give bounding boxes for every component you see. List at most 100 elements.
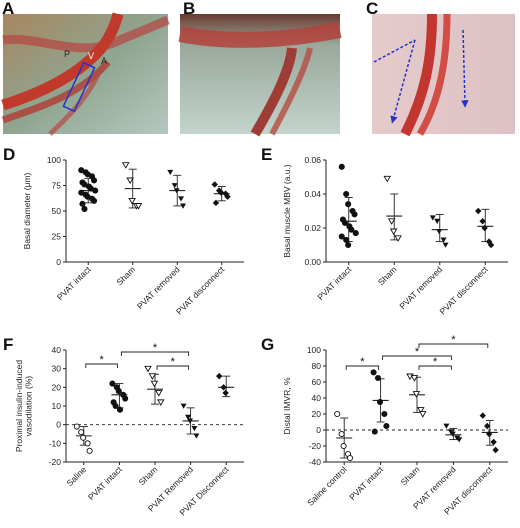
significance-star: *: [171, 356, 176, 368]
data-point: [487, 241, 495, 249]
data-point: [178, 196, 185, 202]
data-point: [128, 197, 136, 205]
data-point: [109, 380, 116, 387]
data-point: [180, 203, 187, 209]
data-point: [387, 218, 396, 225]
y-tick-label: -20: [49, 457, 62, 467]
data-point: [410, 375, 419, 382]
y-tick-label: 25: [52, 232, 62, 242]
data-point: [217, 189, 225, 196]
y-tick-label: 30: [52, 364, 62, 374]
data-point: [490, 438, 497, 446]
data-point: [112, 402, 119, 410]
x-tick-label: Sham: [376, 264, 399, 287]
data-point: [443, 423, 450, 429]
x-tick-label: Saline control: [305, 464, 349, 508]
y-tick-label: 80: [312, 361, 322, 371]
data-point: [155, 390, 163, 397]
photo-panel-b: [178, 14, 342, 137]
data-point: [449, 431, 456, 437]
data-point: [341, 219, 349, 226]
data-point: [484, 422, 491, 430]
significance-bracket: [382, 355, 452, 360]
data-point: [481, 224, 488, 232]
panel-label-b: B: [183, 0, 195, 18]
data-point: [216, 372, 223, 380]
significance-star: *: [433, 356, 438, 368]
data-point: [436, 229, 443, 235]
y-tick-label: 40: [52, 345, 62, 355]
y-tick-label: 0.06: [304, 155, 321, 165]
x-tick-label: PVAT removed: [135, 264, 182, 311]
data-point: [370, 369, 377, 376]
data-point: [86, 447, 93, 454]
x-tick-label: PVAT removed: [397, 264, 444, 311]
chart-g: -40 -20 0 20 40 60 80 100 Distal IMVR, % Saline c…: [282, 334, 508, 517]
significance-bracket: [120, 351, 190, 356]
x-tick-label: Sham: [399, 464, 422, 487]
data-point: [381, 410, 388, 418]
y-axis-label-line: vasodilation (%): [24, 376, 34, 437]
data-point: [121, 162, 130, 169]
data-point: [479, 218, 486, 225]
data-point: [187, 418, 193, 424]
y-tick-label: -40: [309, 457, 322, 467]
significance-star: *: [451, 334, 456, 346]
data-point: [346, 454, 354, 462]
photo-panel-c: [372, 13, 515, 137]
y-tick-label: 50: [52, 206, 62, 216]
data-point: [144, 365, 152, 373]
data-point: [383, 175, 392, 183]
panel-label-a: A: [2, 0, 14, 18]
data-point: [191, 426, 198, 432]
data-point: [115, 388, 122, 395]
x-tick-label: Sham: [114, 264, 137, 287]
data-point: [374, 374, 382, 382]
data-point: [352, 230, 359, 237]
data-point: [180, 403, 187, 409]
data-point: [222, 389, 229, 397]
data-point: [343, 190, 350, 198]
y-tick-label: 60: [312, 377, 322, 387]
data-point: [429, 215, 436, 221]
data-point: [338, 233, 345, 240]
data-point: [211, 181, 218, 188]
y-tick-label: 0.04: [304, 189, 321, 199]
data-point: [78, 429, 85, 436]
data-point: [479, 412, 486, 419]
data-point: [84, 440, 91, 447]
x-tick-label: Saline: [64, 464, 88, 488]
data-point: [334, 410, 341, 418]
x-tick-label: PVAT disconnect: [174, 264, 227, 317]
data-point: [338, 163, 345, 170]
data-point: [193, 433, 200, 439]
data-point: [150, 380, 159, 388]
panel-label-d: D: [3, 145, 15, 164]
significance-star: *: [415, 346, 420, 358]
data-point: [419, 411, 427, 418]
data-point: [442, 242, 449, 248]
data-point: [79, 200, 86, 207]
data-point: [212, 199, 220, 207]
data-point: [492, 446, 499, 454]
data-point: [348, 226, 355, 233]
data-point: [456, 437, 463, 443]
data-point: [486, 430, 493, 438]
data-point: [91, 197, 98, 204]
y-axis-label: Basal diameter (μm): [22, 172, 32, 249]
data-point: [157, 399, 165, 406]
data-point: [440, 237, 447, 243]
data-point: [80, 434, 87, 441]
data-point: [134, 203, 143, 210]
data-point: [434, 218, 441, 224]
y-tick-label: -10: [49, 438, 62, 448]
data-point: [173, 188, 180, 194]
data-point: [475, 207, 482, 215]
data-point: [185, 414, 191, 420]
panel-label-c: C: [366, 0, 378, 18]
y-tick-label: 100: [307, 345, 321, 355]
data-point: [389, 228, 398, 236]
data-point: [412, 391, 421, 398]
data-point: [371, 428, 378, 435]
